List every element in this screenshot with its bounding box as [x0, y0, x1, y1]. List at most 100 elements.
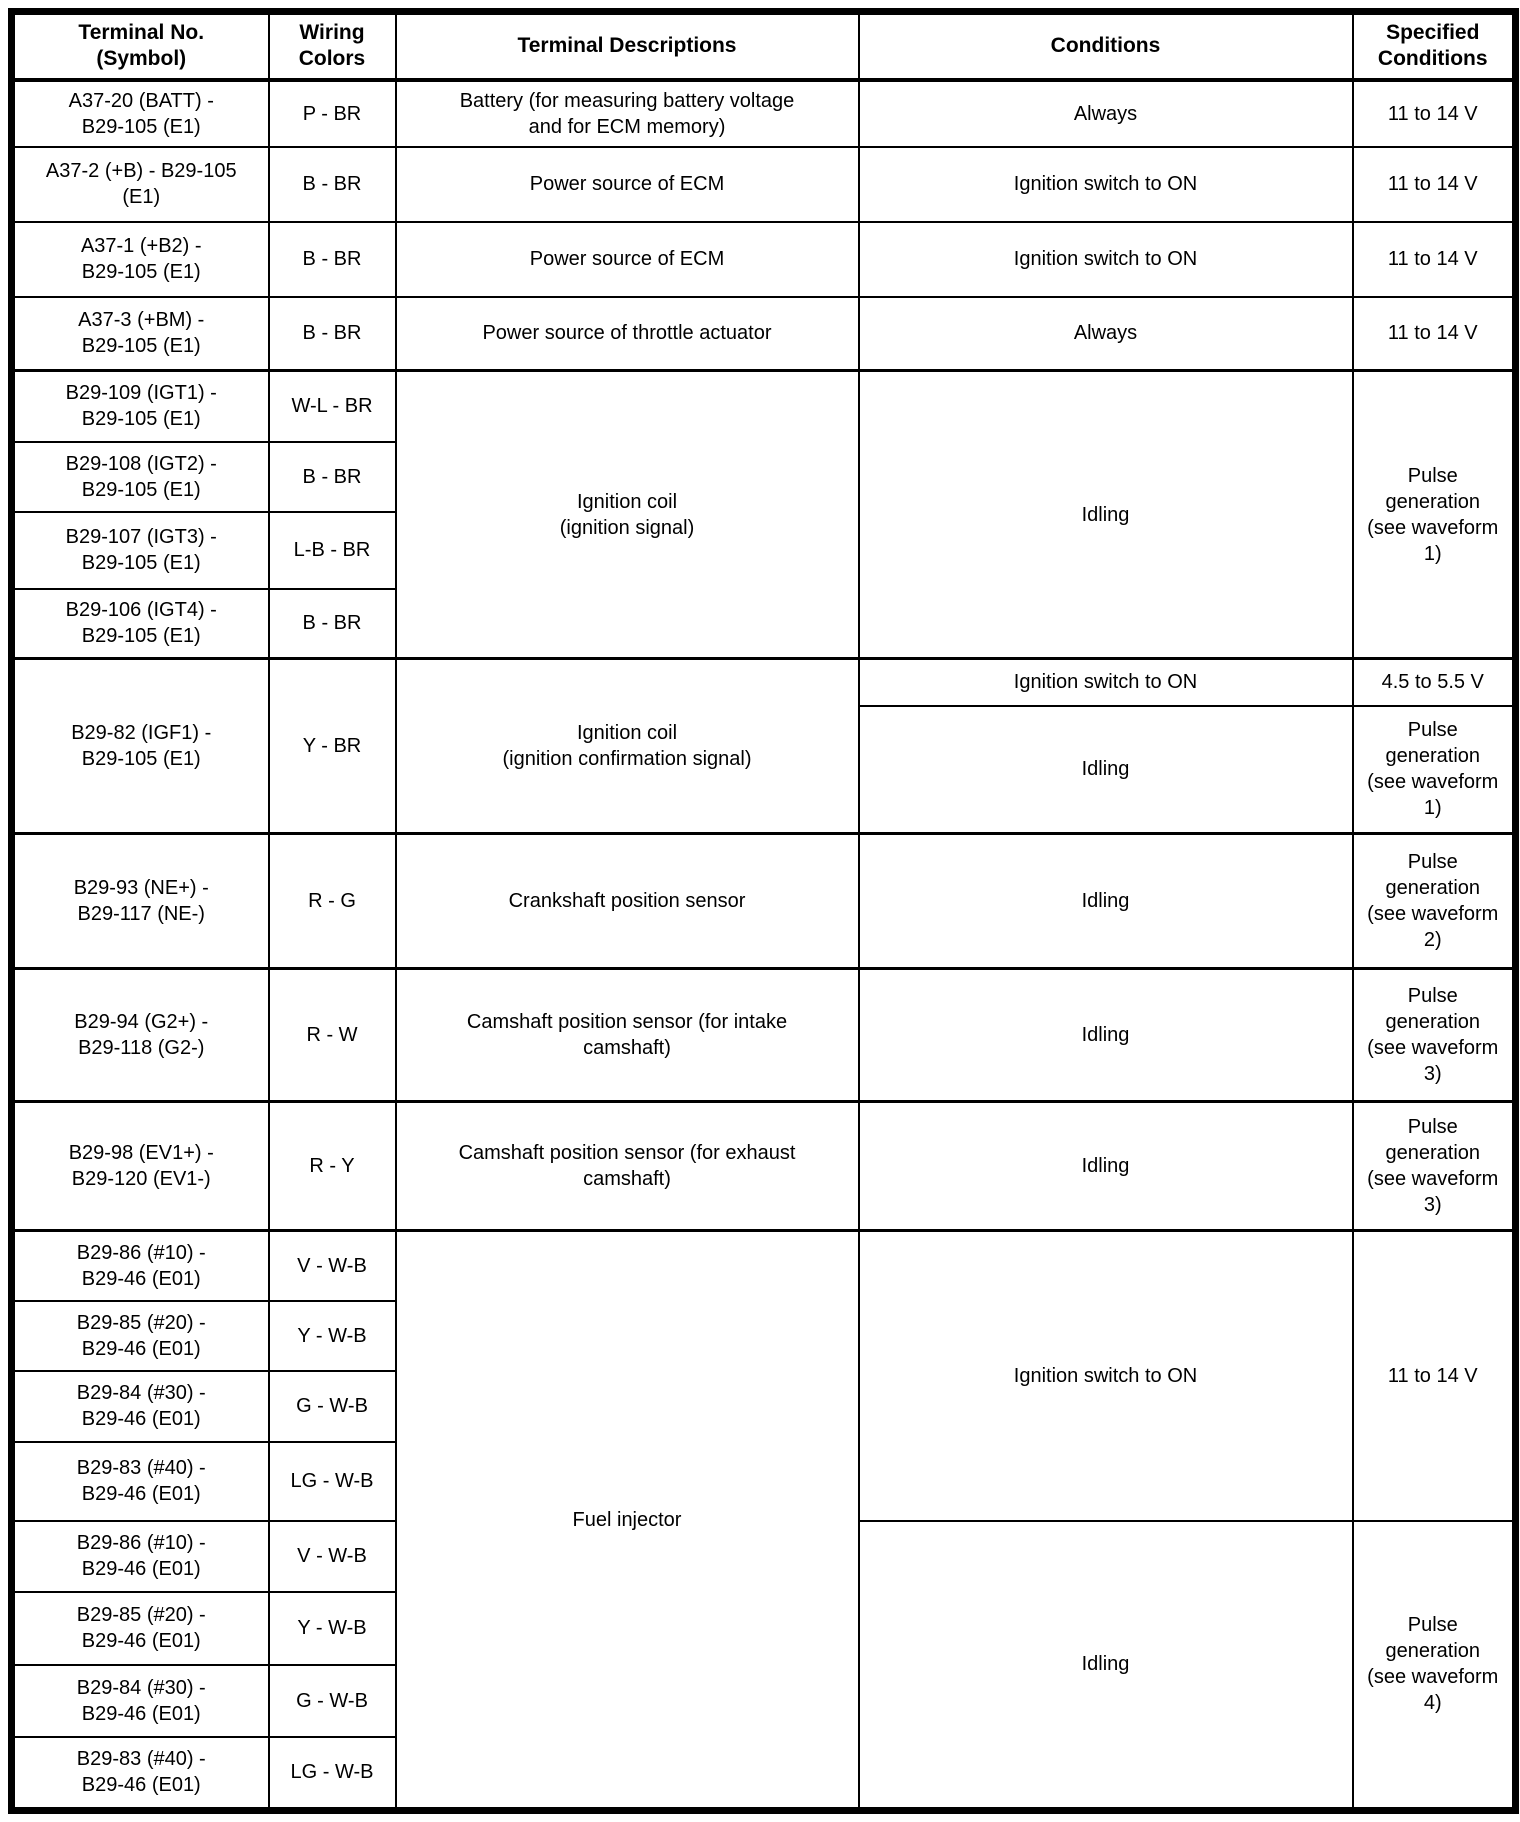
condition-cell: Ignition switch to ON [857, 657, 1354, 707]
wiring-cell: R - Y [267, 1100, 397, 1232]
header-terminal-no: Terminal No. (Symbol) [10, 10, 270, 82]
table-row: Idling Pulse generation (see waveform 1) [12, 704, 1517, 835]
description-cell: Power source of throttle actuator [394, 295, 860, 372]
wiring-cell: Y - W-B [267, 1590, 397, 1666]
terminal-cell: B29-85 (#20) - B29-46 (E01) [10, 1590, 270, 1666]
table-row: B29-86 (#10) - B29-46 (E01) V - W-B Fuel… [10, 1229, 1517, 1812]
terminal-cell: A37-3 (+BM) - B29-105 (E1) [10, 295, 270, 372]
condition-cell: Always [857, 295, 1354, 372]
specified-cell: Pulse generation (see waveform 3) [1351, 967, 1517, 1103]
table-row: B29-106 (IGT4) - B29-105 (E1) B - BR [10, 587, 1516, 660]
ecm-terminal-spec-table: Terminal No. (Symbol) Wiring Colors Term… [8, 8, 1519, 1814]
condition-cell: Ignition switch to ON [857, 145, 1354, 223]
wiring-cell: G - W-B [267, 1369, 397, 1443]
specified-cell: Pulse generation (see waveform 4) [1351, 1519, 1517, 1812]
specified-cell: Pulse generation (see waveform 3) [1351, 1100, 1517, 1232]
table-row: A37-2 (+B) - B29-105 (E1) B - BR Power s… [10, 145, 1517, 223]
wiring-cell: B - BR [267, 295, 397, 372]
condition-cell: Idling [857, 369, 1354, 660]
wiring-cell: P - BR [267, 78, 397, 148]
terminal-cell: B29-93 (NE+) - B29-117 (NE-) [10, 832, 270, 970]
table-row: A37-1 (+B2) - B29-105 (E1) B - BR Power … [10, 220, 1517, 298]
wiring-cell: Y - BR [267, 657, 397, 835]
wiring-cell: LG - W-B [267, 1440, 397, 1522]
header-conditions: Conditions [857, 10, 1354, 82]
table-row: B29-93 (NE+) - B29-117 (NE-) R - G Crank… [10, 832, 1517, 970]
table-row: B29-85 (#20) - B29-46 (E01) Y - W-B [10, 1299, 1516, 1372]
table-row: B29-82 (IGF1) - B29-105 (E1) Y - BR Igni… [10, 657, 1517, 835]
table-row: A37-20 (BATT) - B29-105 (E1) P - BR Batt… [10, 78, 1517, 148]
description-cell: Fuel injector [394, 1229, 860, 1812]
condition-cell: Ignition switch to ON [857, 220, 1354, 298]
wiring-cell: V - W-B [267, 1229, 397, 1302]
description-cell: Battery (for measuring battery voltage a… [394, 78, 860, 148]
condition-cell: Idling [857, 967, 1354, 1103]
specified-cell: Pulse generation (see waveform 1) [1351, 369, 1517, 660]
terminal-cell: B29-94 (G2+) - B29-118 (G2-) [10, 967, 270, 1103]
wiring-cell: R - G [267, 832, 397, 970]
specified-cell: 11 to 14 V [1351, 295, 1517, 372]
wiring-cell: R - W [267, 967, 397, 1103]
header-wiring-colors: Wiring Colors [267, 10, 397, 82]
table-row: B29-98 (EV1+) - B29-120 (EV1-) R - Y Cam… [10, 1100, 1517, 1232]
condition-cell: Idling [857, 832, 1354, 970]
terminal-cell: B29-84 (#30) - B29-46 (E01) [10, 1369, 270, 1443]
condition-cell: Idling [857, 704, 1354, 835]
wiring-cell: B - BR [267, 587, 397, 660]
wiring-cell: W-L - BR [267, 369, 397, 443]
specified-cell: 4.5 to 5.5 V [1351, 657, 1517, 707]
description-cell: Crankshaft position sensor [394, 832, 860, 970]
table-row: B29-108 (IGT2) - B29-105 (E1) B - BR [10, 440, 1516, 513]
specified-cell: 11 to 14 V [1351, 78, 1517, 148]
description-cell: Camshaft position sensor (for exhaust ca… [394, 1100, 860, 1232]
table-row: B29-107 (IGT3) - B29-105 (E1) L-B - BR [10, 510, 1516, 590]
table-row: B29-84 (#30) - B29-46 (E01) G - W-B [10, 1369, 1516, 1443]
terminal-cell: B29-86 (#10) - B29-46 (E01) [10, 1229, 270, 1302]
terminal-cell: B29-82 (IGF1) - B29-105 (E1) [10, 657, 270, 835]
wiring-cell: G - W-B [267, 1663, 397, 1738]
wiring-cell: LG - W-B [267, 1735, 397, 1812]
description-cell: Power source of ECM [394, 220, 860, 298]
description-cell: Power source of ECM [394, 145, 860, 223]
description-cell: Camshaft position sensor (for intake cam… [394, 967, 860, 1103]
specified-cell: Pulse generation (see waveform 2) [1351, 832, 1517, 970]
table-row: B29-86 (#10) - B29-46 (E01) V - W-B Idli… [10, 1519, 1517, 1812]
table-row: B29-109 (IGT1) - B29-105 (E1) W-L - BR I… [10, 369, 1517, 660]
terminal-cell: A37-2 (+B) - B29-105 (E1) [10, 145, 270, 223]
condition-cell: Always [857, 78, 1354, 148]
header-specified-conditions: Specified Conditions [1351, 10, 1517, 82]
terminal-cell: A37-20 (BATT) - B29-105 (E1) [10, 78, 270, 148]
wiring-cell: B - BR [267, 440, 397, 513]
description-cell: Ignition coil (ignition signal) [394, 369, 860, 660]
condition-cell: Idling [857, 1100, 1354, 1232]
table-header-row: Terminal No. (Symbol) Wiring Colors Term… [10, 10, 1517, 82]
wiring-cell: V - W-B [267, 1519, 397, 1593]
wiring-cell: Y - W-B [267, 1299, 397, 1372]
condition-cell: Ignition switch to ON [857, 1229, 1354, 1522]
table-row: B29-84 (#30) - B29-46 (E01) G - W-B [10, 1663, 1516, 1738]
terminal-cell: B29-106 (IGT4) - B29-105 (E1) [10, 587, 270, 660]
table-row: B29-83 (#40) - B29-46 (E01) LG - W-B [10, 1735, 1516, 1812]
specified-cell: 11 to 14 V [1351, 1229, 1517, 1522]
table-row: B29-85 (#20) - B29-46 (E01) Y - W-B [10, 1590, 1516, 1666]
wiring-cell: B - BR [267, 220, 397, 298]
wiring-cell: B - BR [267, 145, 397, 223]
specified-cell: Pulse generation (see waveform 1) [1351, 704, 1517, 835]
header-terminal-descriptions: Terminal Descriptions [394, 10, 860, 82]
specified-cell: 11 to 14 V [1351, 220, 1517, 298]
terminal-cell: B29-107 (IGT3) - B29-105 (E1) [10, 510, 270, 590]
terminal-cell: B29-84 (#30) - B29-46 (E01) [10, 1663, 270, 1738]
table-row: A37-3 (+BM) - B29-105 (E1) B - BR Power … [10, 295, 1517, 372]
specified-cell: 11 to 14 V [1351, 145, 1517, 223]
terminal-cell: B29-85 (#20) - B29-46 (E01) [10, 1299, 270, 1372]
table-row: B29-83 (#40) - B29-46 (E01) LG - W-B [10, 1440, 1516, 1522]
terminal-cell: A37-1 (+B2) - B29-105 (E1) [10, 220, 270, 298]
table-row: B29-94 (G2+) - B29-118 (G2-) R - W Camsh… [10, 967, 1517, 1103]
description-cell: Ignition coil (ignition confirmation sig… [394, 657, 860, 835]
terminal-cell: B29-83 (#40) - B29-46 (E01) [10, 1735, 270, 1812]
terminal-cell: B29-86 (#10) - B29-46 (E01) [10, 1519, 270, 1593]
condition-cell: Idling [857, 1519, 1354, 1812]
wiring-cell: L-B - BR [267, 510, 397, 590]
terminal-cell: B29-109 (IGT1) - B29-105 (E1) [10, 369, 270, 443]
